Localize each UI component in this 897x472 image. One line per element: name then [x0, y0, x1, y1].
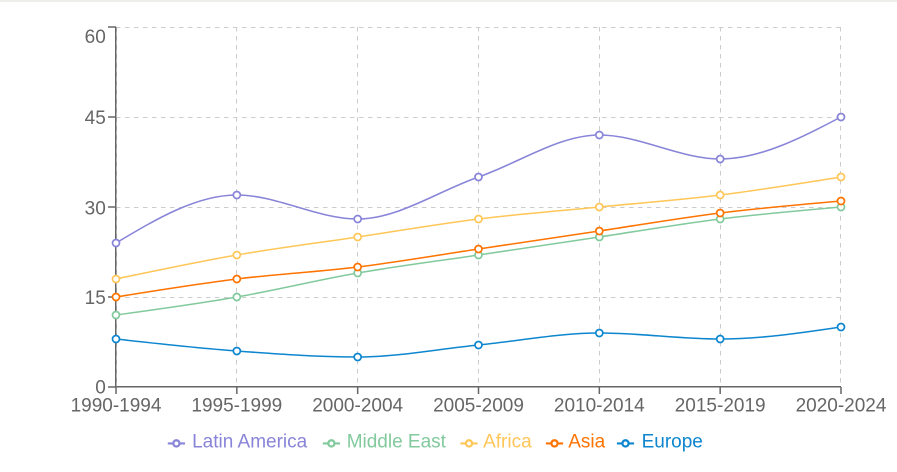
svg-text:Europe: Europe: [642, 432, 703, 453]
svg-text:2015-2019: 2015-2019: [675, 396, 766, 417]
svg-text:60: 60: [85, 27, 106, 48]
svg-text:30: 30: [85, 198, 106, 219]
svg-text:Middle East: Middle East: [347, 432, 447, 453]
svg-text:Asia: Asia: [568, 432, 605, 453]
svg-text:Africa: Africa: [483, 432, 532, 453]
svg-text:15: 15: [85, 288, 106, 309]
svg-text:45: 45: [85, 108, 106, 129]
svg-text:0: 0: [95, 378, 106, 399]
svg-text:2020-2024: 2020-2024: [796, 396, 887, 417]
svg-text:2000-2004: 2000-2004: [312, 396, 403, 417]
svg-text:1995-1999: 1995-1999: [191, 396, 282, 417]
svg-text:2005-2009: 2005-2009: [433, 396, 524, 417]
svg-text:1990-1994: 1990-1994: [71, 396, 162, 417]
svg-text:2010-2014: 2010-2014: [554, 396, 645, 417]
svg-text:Latin America: Latin America: [192, 432, 308, 453]
